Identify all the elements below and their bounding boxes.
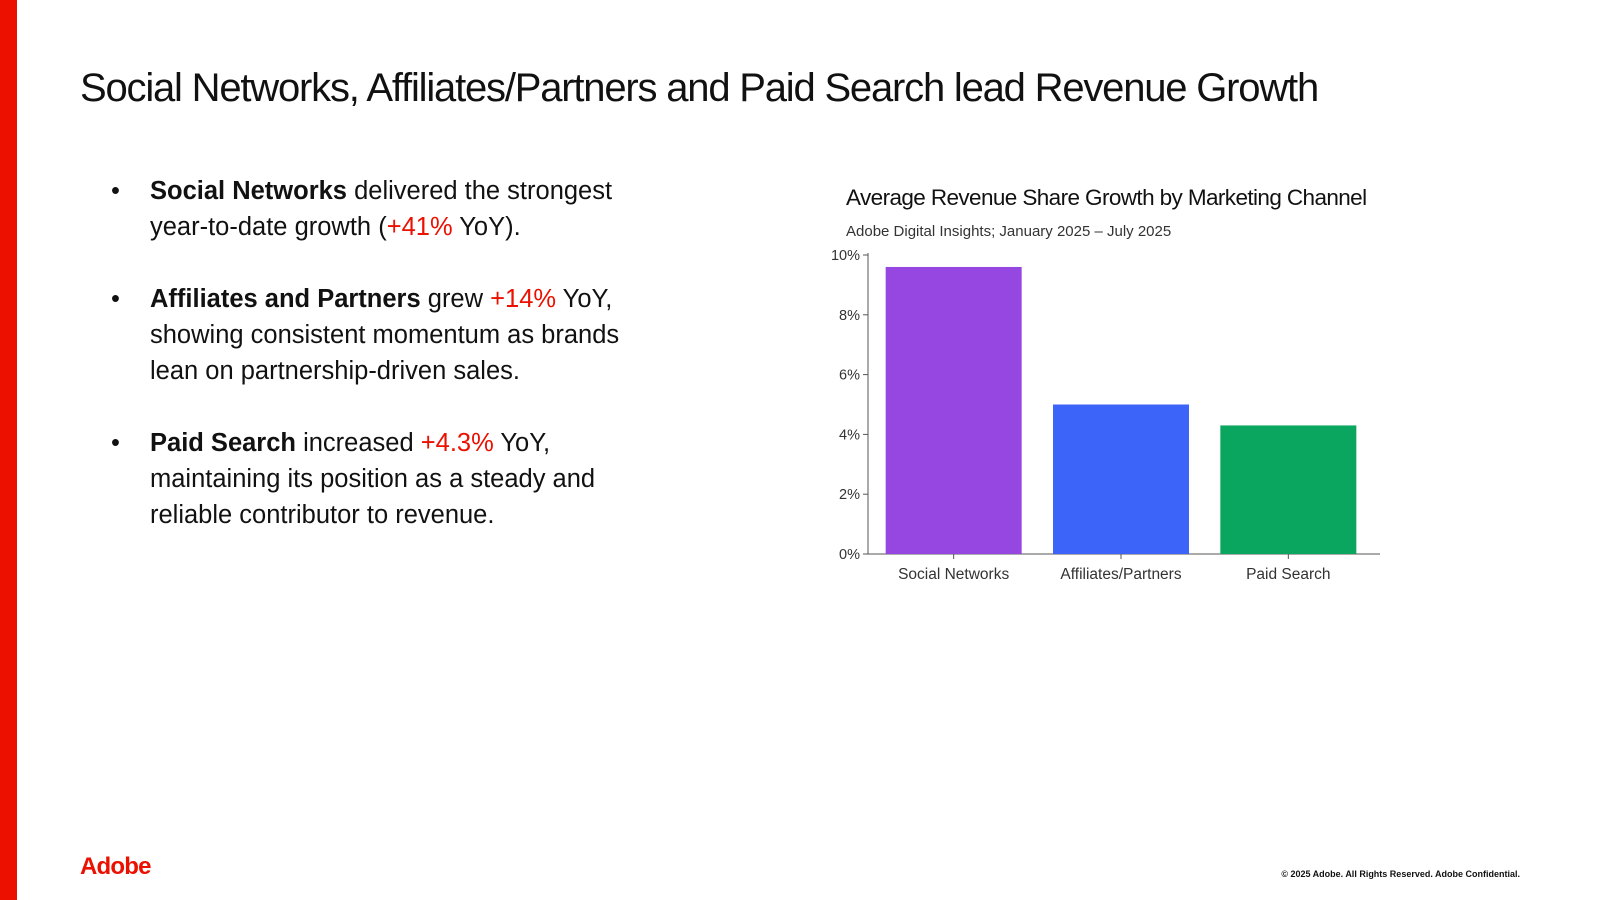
bullet-text: delivered the strongest year-to-date gro…: [150, 177, 613, 241]
y-tick-label: 10%: [831, 248, 860, 264]
x-tick-label: Social Networks: [898, 566, 1009, 583]
bullet-percent: +14%: [490, 285, 557, 313]
bullet-dot-icon: •: [111, 285, 120, 313]
y-tick-label: 0%: [839, 547, 860, 563]
y-tick-label: 2%: [839, 487, 860, 503]
bullet-text: YoY).: [452, 213, 521, 241]
copyright-notice: © 2025 Adobe. All Rights Reserved. Adobe…: [1281, 869, 1520, 879]
bullet-lead: Social Networks: [150, 177, 347, 205]
bullet-dot-icon: •: [111, 177, 120, 205]
x-tick-label: Paid Search: [1246, 566, 1330, 583]
brand-accent-bar: [0, 0, 17, 900]
x-tick-label: Affiliates/Partners: [1060, 566, 1181, 583]
y-tick-label: 8%: [839, 308, 860, 324]
chart-title: Average Revenue Share Growth by Marketin…: [846, 185, 1367, 210]
bullet-percent: +41%: [386, 213, 453, 241]
bullet-dot-icon: •: [111, 429, 120, 457]
slide-title: Social Networks, Affiliates/Partners and…: [80, 66, 1319, 110]
bar: [1053, 404, 1189, 554]
adobe-logo: Adobe: [80, 853, 151, 880]
bar-chart: 0% 2% 4% 6% 8% 10% Social Networks Affiliates/P…: [831, 248, 1380, 583]
bar: [885, 266, 1022, 554]
bullet-list: • Social Networks delivered the stronges…: [108, 173, 668, 569]
bullet-item: • Social Networks delivered the stronges…: [108, 173, 668, 245]
bullet-text: grew: [420, 285, 491, 313]
bullet-lead: Paid Search: [150, 429, 296, 457]
bullet-text: YoY, showing consistent momentum as bran…: [150, 285, 620, 385]
chart-subtitle: Adobe Digital Insights; January 2025 – J…: [846, 223, 1172, 240]
y-tick-label: 6%: [839, 368, 860, 384]
bullet-item: • Paid Search increased +4.3% YoY, maint…: [108, 425, 668, 533]
bullet-text: YoY, maintaining its position as a stead…: [150, 429, 596, 529]
bullet-text: increased: [296, 429, 421, 457]
bullet-percent: +4.3%: [420, 429, 494, 457]
bullet-item: • Affiliates and Partners grew +14% YoY,…: [108, 281, 668, 389]
y-tick-label: 4%: [839, 427, 860, 443]
bullet-lead: Affiliates and Partners: [150, 285, 421, 313]
bar: [1220, 425, 1357, 554]
